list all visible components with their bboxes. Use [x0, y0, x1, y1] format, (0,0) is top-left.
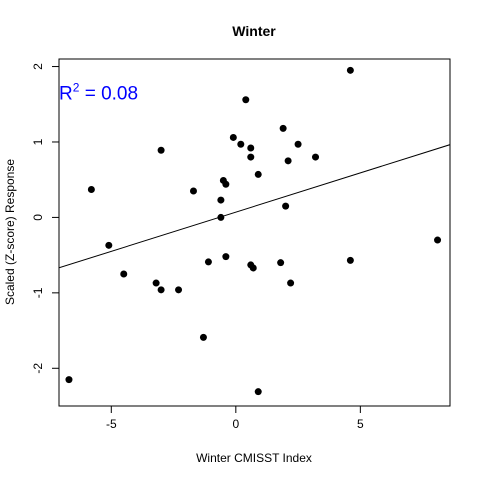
r-squared-base: R	[59, 84, 73, 105]
y-axis-label: Scaled (Z-score) Response	[3, 159, 17, 305]
data-point	[284, 157, 292, 165]
y-tick-label: 0	[31, 214, 45, 221]
data-point	[294, 140, 302, 148]
data-point	[65, 376, 73, 384]
regression-line	[59, 144, 450, 269]
r-squared-superscript: 2	[73, 81, 80, 95]
data-point	[157, 146, 165, 154]
data-point	[346, 66, 354, 74]
plot-frame	[58, 58, 451, 407]
data-point	[229, 133, 237, 141]
y-axis: -2 -1 0 1 2	[31, 63, 59, 374]
data-point	[434, 236, 442, 244]
data-point	[346, 256, 354, 264]
data-point	[242, 96, 250, 104]
data-point	[277, 259, 285, 267]
data-point	[222, 253, 230, 261]
data-point	[287, 279, 295, 287]
y-tick-label: -1	[31, 287, 45, 298]
data-point	[249, 264, 257, 272]
data-point	[282, 202, 290, 210]
data-points	[65, 66, 442, 396]
data-point	[217, 213, 225, 221]
r-squared-annotation: R2 = 0.08	[59, 81, 138, 105]
data-point	[189, 187, 197, 195]
data-point	[222, 180, 230, 188]
r-squared-value: = 0.08	[79, 84, 138, 105]
x-tick-label: 5	[357, 417, 364, 431]
x-tick-label: -5	[106, 417, 117, 431]
data-point	[279, 124, 287, 132]
data-point	[217, 196, 225, 204]
data-point	[87, 186, 95, 194]
x-axis-label: Winter CMISST Index	[196, 451, 312, 465]
data-point	[254, 388, 262, 396]
data-point	[120, 270, 128, 278]
data-point	[157, 286, 165, 294]
data-point	[105, 241, 113, 249]
x-axis: -5 0 5	[106, 406, 364, 431]
data-point	[312, 153, 320, 161]
data-point	[204, 258, 212, 266]
data-point	[247, 144, 255, 152]
data-point	[237, 140, 245, 148]
y-tick-label: 2	[31, 63, 45, 70]
data-point	[175, 286, 183, 294]
y-tick-label: -2	[31, 363, 45, 374]
y-tick-label: 1	[31, 138, 45, 145]
x-tick-label: 0	[232, 417, 239, 431]
data-point	[199, 333, 207, 341]
chart-title: Winter	[232, 23, 276, 39]
data-point	[247, 153, 255, 161]
data-point	[152, 279, 160, 287]
data-point	[254, 170, 262, 178]
